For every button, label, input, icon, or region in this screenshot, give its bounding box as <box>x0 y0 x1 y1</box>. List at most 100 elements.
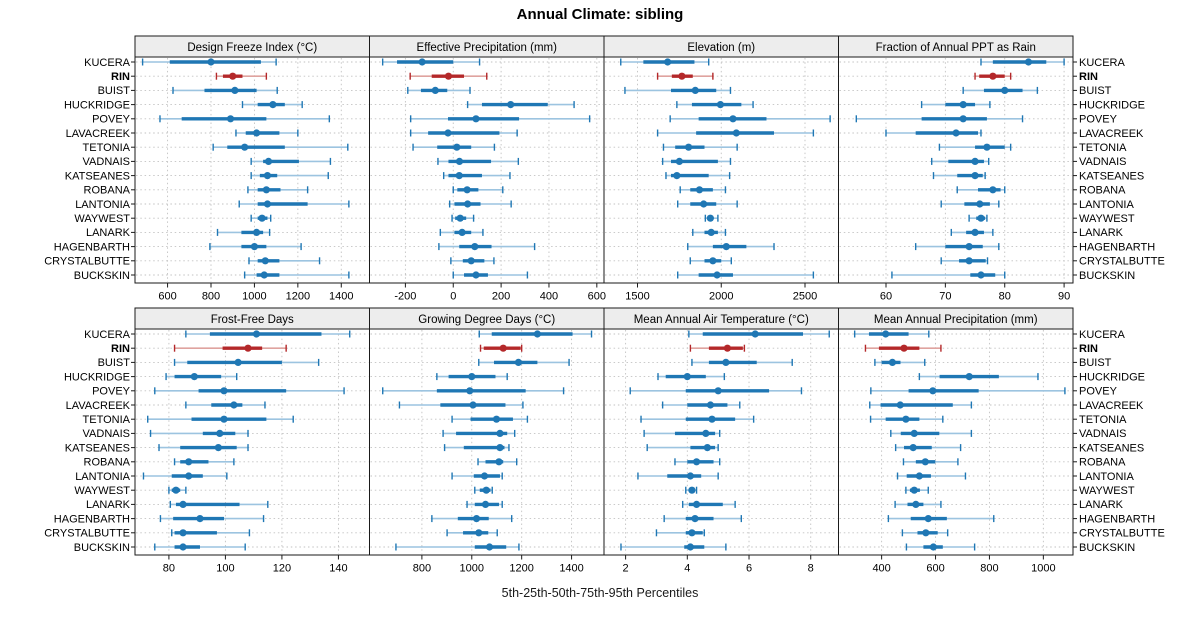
series-crystalbutte <box>248 257 321 265</box>
median-dot <box>882 330 890 338</box>
median-dot <box>185 458 193 466</box>
median-dot <box>709 257 717 265</box>
panel-strip <box>838 35 1074 58</box>
median-dot <box>971 228 979 236</box>
series-crystalbutte <box>689 257 732 265</box>
station-label-right-katseanes: KATSEANES <box>1079 442 1144 454</box>
x-tick-label: 6 <box>746 563 752 575</box>
median-dot <box>922 529 930 537</box>
series-lantonia <box>142 472 228 480</box>
median-dot <box>713 271 721 279</box>
panel-mean-annual-precipitation-mm: 400 600 800 1000 Mean Annual Precipitation (… <box>838 307 1077 575</box>
station-label-left-lanark: LANARK <box>86 499 131 511</box>
station-label-right-vadnais: VADNAIS <box>1079 428 1126 440</box>
median-dot <box>196 515 204 523</box>
median-dot <box>695 186 704 194</box>
series-katseanes <box>250 172 329 180</box>
x-tick-label: 2500 <box>793 291 817 303</box>
figure-title: Annual Climate: sibling <box>516 6 684 23</box>
series-buckskin <box>905 543 976 551</box>
median-dot <box>722 358 730 366</box>
series-waywest <box>704 214 719 222</box>
x-tick-label: 800 <box>980 563 998 575</box>
median-dot <box>700 200 708 208</box>
series-buckskin <box>452 271 529 279</box>
station-label-left-buist: BUIST <box>98 357 131 369</box>
median-dot <box>929 387 937 395</box>
series-buist <box>691 358 793 366</box>
median-dot <box>252 129 261 137</box>
median-dot <box>431 86 439 94</box>
series-lavacreek <box>656 129 815 137</box>
median-dot <box>264 157 273 165</box>
x-tick-label: 140 <box>329 563 347 575</box>
series-robana <box>902 458 959 466</box>
series-buckskin <box>891 271 1006 279</box>
station-label-right-hagenbarth: HAGENBARTH <box>1079 241 1155 253</box>
series-lantonia <box>451 472 503 480</box>
series-lanark <box>894 500 942 508</box>
median-dot <box>664 58 672 66</box>
median-dot <box>261 257 269 265</box>
median-dot <box>706 214 714 222</box>
station-label-left-lavacreek: LAVACREEK <box>66 400 131 412</box>
x-tick-label: 120 <box>273 563 291 575</box>
station-label-right-buist: BUIST <box>1079 85 1112 97</box>
series-robana <box>247 186 309 194</box>
series-buist <box>407 86 471 94</box>
x-tick-label: 1400 <box>329 291 353 303</box>
series-katseanes <box>932 172 986 180</box>
station-label-right-rin: RIN <box>1079 343 1098 355</box>
median-dot <box>722 243 730 251</box>
series-buist <box>478 358 570 366</box>
series-vadnais <box>643 429 721 437</box>
median-dot <box>965 243 973 251</box>
median-dot <box>220 415 228 423</box>
x-tick-label: 1000 <box>242 291 266 303</box>
median-dot <box>716 101 725 109</box>
median-dot <box>714 387 722 395</box>
series-rin <box>173 344 287 352</box>
series-waywest <box>905 486 929 494</box>
median-dot <box>533 330 541 338</box>
panel-border <box>369 56 605 284</box>
series-robana <box>674 458 721 466</box>
station-label-left-buckskin: BUCKSKIN <box>74 270 130 282</box>
panel-border <box>603 328 839 556</box>
station-label-right-vadnais: VADNAIS <box>1079 156 1126 168</box>
series-lavacreek <box>885 129 982 137</box>
station-label-left-povey: POVEY <box>92 114 131 126</box>
station-label-left-buist: BUIST <box>98 85 131 97</box>
series-huckridge <box>466 101 575 109</box>
median-dot <box>472 115 480 123</box>
median-dot <box>471 243 479 251</box>
series-kucera <box>141 58 277 66</box>
series-huckridge <box>241 101 303 109</box>
series-vadnais <box>931 157 990 165</box>
median-dot <box>455 172 463 180</box>
median-dot <box>179 543 187 551</box>
series-huckridge <box>165 373 238 381</box>
median-dot <box>258 214 266 222</box>
station-label-left-buckskin: BUCKSKIN <box>74 542 130 554</box>
x-tick-label: 600 <box>926 563 944 575</box>
median-dot <box>480 472 489 480</box>
station-label-left-lantonia: LANTONIA <box>75 471 130 483</box>
median-dot <box>912 500 920 508</box>
median-dot <box>190 373 198 381</box>
series-povey <box>855 115 1024 123</box>
series-rin <box>974 72 1012 80</box>
series-waywest <box>474 486 493 494</box>
x-tick-label: 90 <box>1058 291 1070 303</box>
median-dot <box>472 271 480 279</box>
series-huckridge <box>918 373 1039 381</box>
station-label-left-crystalbutte: CRYSTALBUTTE <box>44 528 130 540</box>
median-dot <box>971 172 979 180</box>
series-huckridge <box>920 101 991 109</box>
series-lavacreek <box>409 129 518 137</box>
series-robana <box>173 458 235 466</box>
station-label-right-crystalbutte: CRYSTALBUTTE <box>1079 256 1165 268</box>
series-buckskin <box>620 543 727 551</box>
median-dot <box>959 101 967 109</box>
station-label-left-lantonia: LANTONIA <box>75 199 130 211</box>
